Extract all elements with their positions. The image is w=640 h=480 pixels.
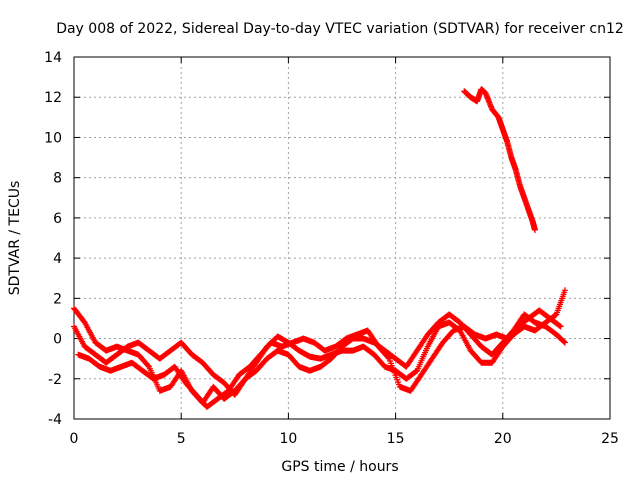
y-tick-label: -2 [48,372,62,388]
x-tick-label: 25 [601,431,619,447]
x-tick-label: 5 [177,431,186,447]
data-points [71,86,568,410]
y-tick-label: 6 [53,211,62,227]
y-tick-labels: -4 -2 0 2 4 6 8 10 12 14 [44,50,62,428]
y-tick-label: 10 [44,130,62,146]
plot-frame [73,56,611,420]
y-tick-label: 0 [53,332,62,348]
x-axis-label: GPS time / hours [281,459,398,475]
data-point [531,226,538,233]
y-tick-label: 12 [44,90,62,106]
tick-marks [73,56,611,420]
y-tick-label: -4 [48,412,62,428]
x-tick-label: 10 [279,431,297,447]
data-point [561,287,568,294]
chart-title: Day 008 of 2022, Sidereal Day-to-day VTE… [56,21,624,37]
y-axis-label: SDTVAR / TECUs [7,181,23,296]
data-point [145,362,152,369]
data-point [561,338,568,345]
data-point [556,322,563,329]
x-tick-label: 0 [70,431,79,447]
x-tick-label: 15 [387,431,405,447]
x-tick-labels: 0 5 10 15 20 25 [70,431,619,447]
data-point [561,339,568,346]
y-tick-label: 2 [53,291,62,307]
x-tick-label: 20 [494,431,512,447]
data-point [557,323,564,330]
y-tick-label: 8 [53,171,62,187]
y-tick-label: 4 [53,251,62,267]
grid-lines [74,57,610,419]
y-tick-label: 14 [44,50,62,66]
data-point [385,354,392,361]
